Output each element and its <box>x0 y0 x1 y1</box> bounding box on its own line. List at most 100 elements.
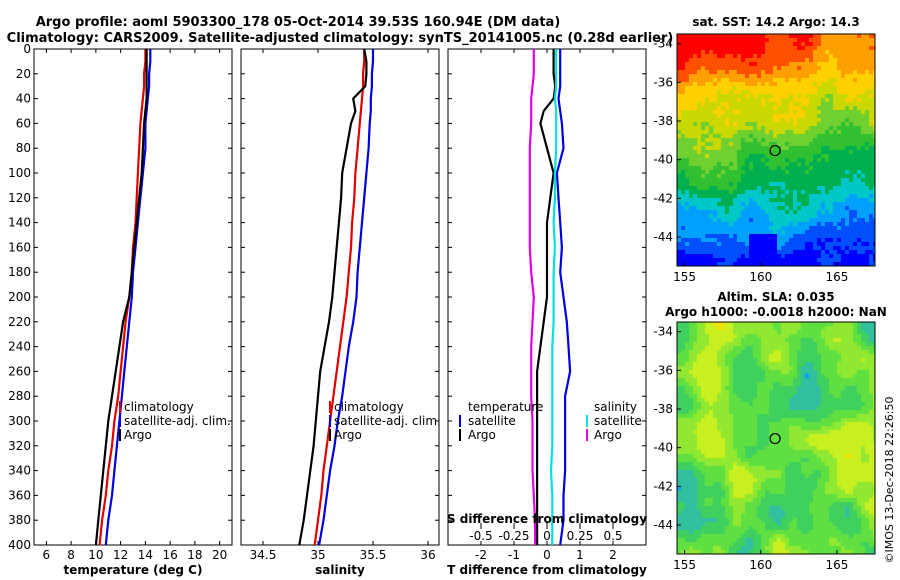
map-cell <box>773 150 777 154</box>
map-cell <box>761 226 765 230</box>
map-cell <box>861 126 865 130</box>
map-cell <box>769 334 773 338</box>
map-cell <box>793 202 797 206</box>
map-cell <box>781 262 785 266</box>
map-cell <box>749 186 753 190</box>
map-cell <box>757 50 761 54</box>
map-cell <box>789 130 793 134</box>
map-cell <box>845 82 849 86</box>
map-cell <box>777 458 781 462</box>
map-cell <box>701 226 705 230</box>
map-cell <box>741 50 745 54</box>
map-cell <box>733 166 737 170</box>
map-cell <box>689 154 693 158</box>
map-cell <box>733 198 737 202</box>
map-cell <box>737 386 741 390</box>
map-cell <box>677 86 681 90</box>
map-cell <box>841 418 845 422</box>
map-cell <box>725 222 729 226</box>
map-cell <box>837 258 841 262</box>
map-cell <box>681 34 685 38</box>
map-cell <box>745 438 749 442</box>
map-cell <box>793 246 797 250</box>
map-cell <box>853 462 857 466</box>
map-cell <box>813 114 817 118</box>
map-cell <box>817 214 821 218</box>
map-cell <box>809 174 813 178</box>
map-cell <box>817 106 821 110</box>
map-cell <box>737 122 741 126</box>
map-cell <box>677 46 681 50</box>
map-cell <box>685 262 689 266</box>
map-cell <box>737 98 741 102</box>
map-cell <box>865 206 869 210</box>
map-cell <box>705 138 709 142</box>
map-cell <box>725 378 729 382</box>
map-cell <box>733 190 737 194</box>
map-cell <box>717 194 721 198</box>
map-cell <box>793 42 797 46</box>
map-cell <box>853 178 857 182</box>
map-cell <box>705 130 709 134</box>
map-cell <box>689 446 693 450</box>
map-cell <box>773 38 777 42</box>
map-cell <box>793 214 797 218</box>
map-cell <box>817 354 821 358</box>
map-cell <box>785 114 789 118</box>
map-cell <box>745 126 749 130</box>
map-cell <box>797 70 801 74</box>
map-cell <box>781 94 785 98</box>
map-cell <box>853 186 857 190</box>
map-cell <box>797 82 801 86</box>
map-cell <box>677 434 681 438</box>
salinity-legend: climatology satellite-adj. clim. Argo <box>329 400 441 442</box>
map-cell <box>761 54 765 58</box>
map-cell <box>777 354 781 358</box>
map-cell <box>805 178 809 182</box>
map-cell <box>721 178 725 182</box>
map-cell <box>685 254 689 258</box>
map-cell <box>717 226 721 230</box>
map-cell <box>845 454 849 458</box>
map-cell <box>745 194 749 198</box>
map-cell <box>737 450 741 454</box>
map-cell <box>805 62 809 66</box>
map-cell <box>737 34 741 38</box>
map-cell <box>757 454 761 458</box>
map-cell <box>729 370 733 374</box>
map-cell <box>805 446 809 450</box>
map-cell <box>797 86 801 90</box>
map-cell <box>845 442 849 446</box>
map-cell <box>825 450 829 454</box>
map-cell <box>713 74 717 78</box>
map-cell <box>821 254 825 258</box>
map-cell <box>809 442 813 446</box>
map-cell <box>777 226 781 230</box>
map-cell <box>697 130 701 134</box>
map-cell <box>761 50 765 54</box>
map-cell <box>721 242 725 246</box>
map-cell <box>741 398 745 402</box>
map-cell <box>805 78 809 82</box>
map-cell <box>809 322 813 326</box>
map-cell <box>741 150 745 154</box>
map-cell <box>697 150 701 154</box>
map-cell <box>833 250 837 254</box>
map-cell <box>749 406 753 410</box>
map-cell <box>789 134 793 138</box>
map-cell <box>841 338 845 342</box>
map-cell <box>777 402 781 406</box>
map-cell <box>745 106 749 110</box>
map-cell <box>829 350 833 354</box>
map-cell <box>817 334 821 338</box>
map-cell <box>677 150 681 154</box>
map-cell <box>801 246 805 250</box>
map-cell <box>753 118 757 122</box>
map-cell <box>813 42 817 46</box>
map-cell <box>689 38 693 42</box>
map-cell <box>725 190 729 194</box>
map-cell <box>821 162 825 166</box>
map-cell <box>789 42 793 46</box>
map-cell <box>813 358 817 362</box>
map-cell <box>865 366 869 370</box>
